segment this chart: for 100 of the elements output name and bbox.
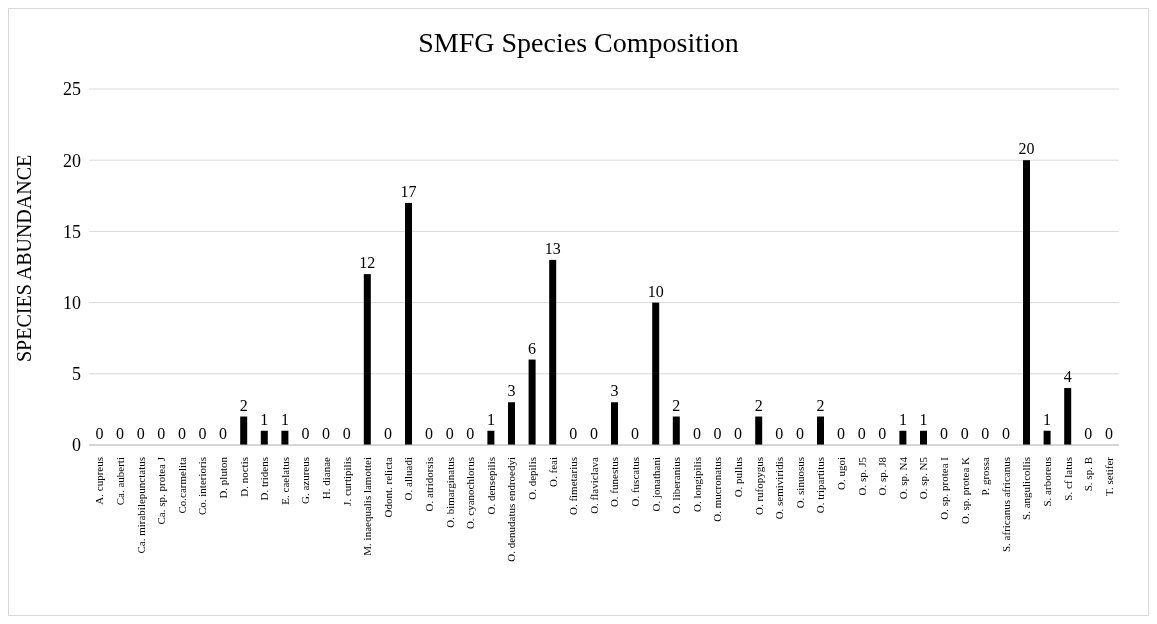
data-label: 0 [795,425,804,442]
x-tick-label: O. mucronatus [711,457,724,522]
x-tick-label: D. tridens [258,457,271,501]
x-tick-label: O. jonathani [649,457,662,512]
bar [611,402,618,445]
x-tick-label: G. azureus [299,457,312,505]
x-tick-label: O. cyanochlorus [464,457,477,530]
x-tick-label: O. ugoi [834,457,847,490]
y-tick-label: 0 [72,435,81,456]
data-label: 0 [692,425,701,442]
x-tick-label: O. longipilis [690,457,703,513]
data-label: 0 [136,425,145,442]
y-tick-label: 10 [63,292,81,313]
bar [755,416,763,445]
x-tick-label: J. curtipilis [340,457,353,506]
data-label: 0 [466,425,475,442]
data-label: 0 [445,425,454,442]
x-tick-label: O. densepilis [484,457,497,515]
x-tick-label: D. pluton [216,456,229,499]
x-tick-label: A. cupreus [93,457,106,505]
data-label: 0 [857,425,866,442]
x-tick-label: S. cf latus [1061,457,1074,501]
data-label: 3 [507,382,516,400]
x-tick-label: P. grossa [979,456,992,496]
x-tick-label: O. rufopygus [752,457,765,516]
data-label: 0 [775,425,784,442]
x-tick-label: E. caelatus [278,457,291,505]
bar [363,274,371,445]
x-tick-label: O. tripartitus [814,457,827,514]
data-label: 0 [960,425,969,442]
x-tick-label: O. bimarginatus [443,457,456,528]
bar [1064,388,1072,445]
data-label: 10 [647,282,664,300]
data-label: 0 [342,425,351,442]
bar [508,402,515,445]
bar [817,416,824,445]
data-label: 2 [239,396,248,414]
x-tick-label: O. depilis [525,457,538,500]
bar [487,430,495,445]
data-label: 0 [95,425,104,442]
data-label: 0 [219,425,228,442]
bar [260,430,268,445]
data-label: 0 [734,425,743,442]
data-label: 0 [589,425,598,442]
x-tick-label: S. sp. B [1082,457,1095,492]
data-label: 20 [1018,140,1035,158]
x-tick-label: O. sp. N4 [896,456,909,500]
y-tick-label: 25 [63,79,81,100]
y-tick-label: 20 [63,150,81,171]
bar [240,416,248,445]
data-label: 0 [157,425,166,442]
x-tick-label: O. fuscatus [628,457,641,507]
data-label: 1 [486,410,495,428]
data-label: 0 [116,425,125,442]
x-tick-label: O. sp. protea I [937,456,950,520]
data-label: 1 [1043,410,1052,428]
x-tick-label: O. sp. N5 [917,456,930,500]
x-tick-label: T. setifer [1102,456,1115,496]
data-label: 1 [260,410,269,428]
data-label: 1 [919,410,928,428]
data-label: 2 [816,396,825,414]
x-tick-label: O. sp. J8 [876,456,889,496]
data-label: 0 [322,425,331,442]
x-tick-label: O. feai [546,457,559,487]
data-label: 6 [528,339,537,357]
x-tick-label: S. angulicollis [1020,457,1033,520]
data-label: 0 [878,425,887,442]
bar [672,416,680,445]
x-tick-label: Ca. sp. protea J [155,456,168,525]
data-label: 0 [1104,425,1113,442]
data-label: 0 [198,425,207,442]
data-label: 0 [383,425,392,442]
data-label: 1 [280,410,289,428]
data-label: 1 [898,410,907,428]
x-tick-label: O. denudatus endroedyi [505,457,518,562]
data-label: 0 [569,425,578,442]
x-tick-label: Ca. auberti [113,457,126,506]
x-tick-label: O. sp. J5 [855,456,868,496]
data-label: 2 [672,396,681,414]
bar [920,430,927,445]
data-label: 0 [981,425,990,442]
x-tick-label: O. semiviridis [773,457,786,520]
x-tick-label: Ca. mirabilepunctatus [134,457,147,554]
bar [549,259,557,445]
data-label: 0 [425,425,434,442]
x-tick-label: S. africanus africanus [999,457,1012,552]
data-label: 12 [359,254,376,272]
x-tick-label: O. pullus [731,457,744,498]
data-label: 0 [1084,425,1093,442]
x-tick-label: O. sp. protea K [958,456,971,524]
x-tick-label: Co. interioris [196,457,209,516]
bar [405,202,412,445]
data-label: 0 [1001,425,1010,442]
data-label: 17 [400,182,417,200]
data-label: 0 [940,425,949,442]
y-tick-label: 5 [72,364,81,385]
chart-title: SMFG Species Composition [417,26,740,60]
bar [281,430,289,445]
data-label: 0 [301,425,310,442]
bar [899,430,907,445]
